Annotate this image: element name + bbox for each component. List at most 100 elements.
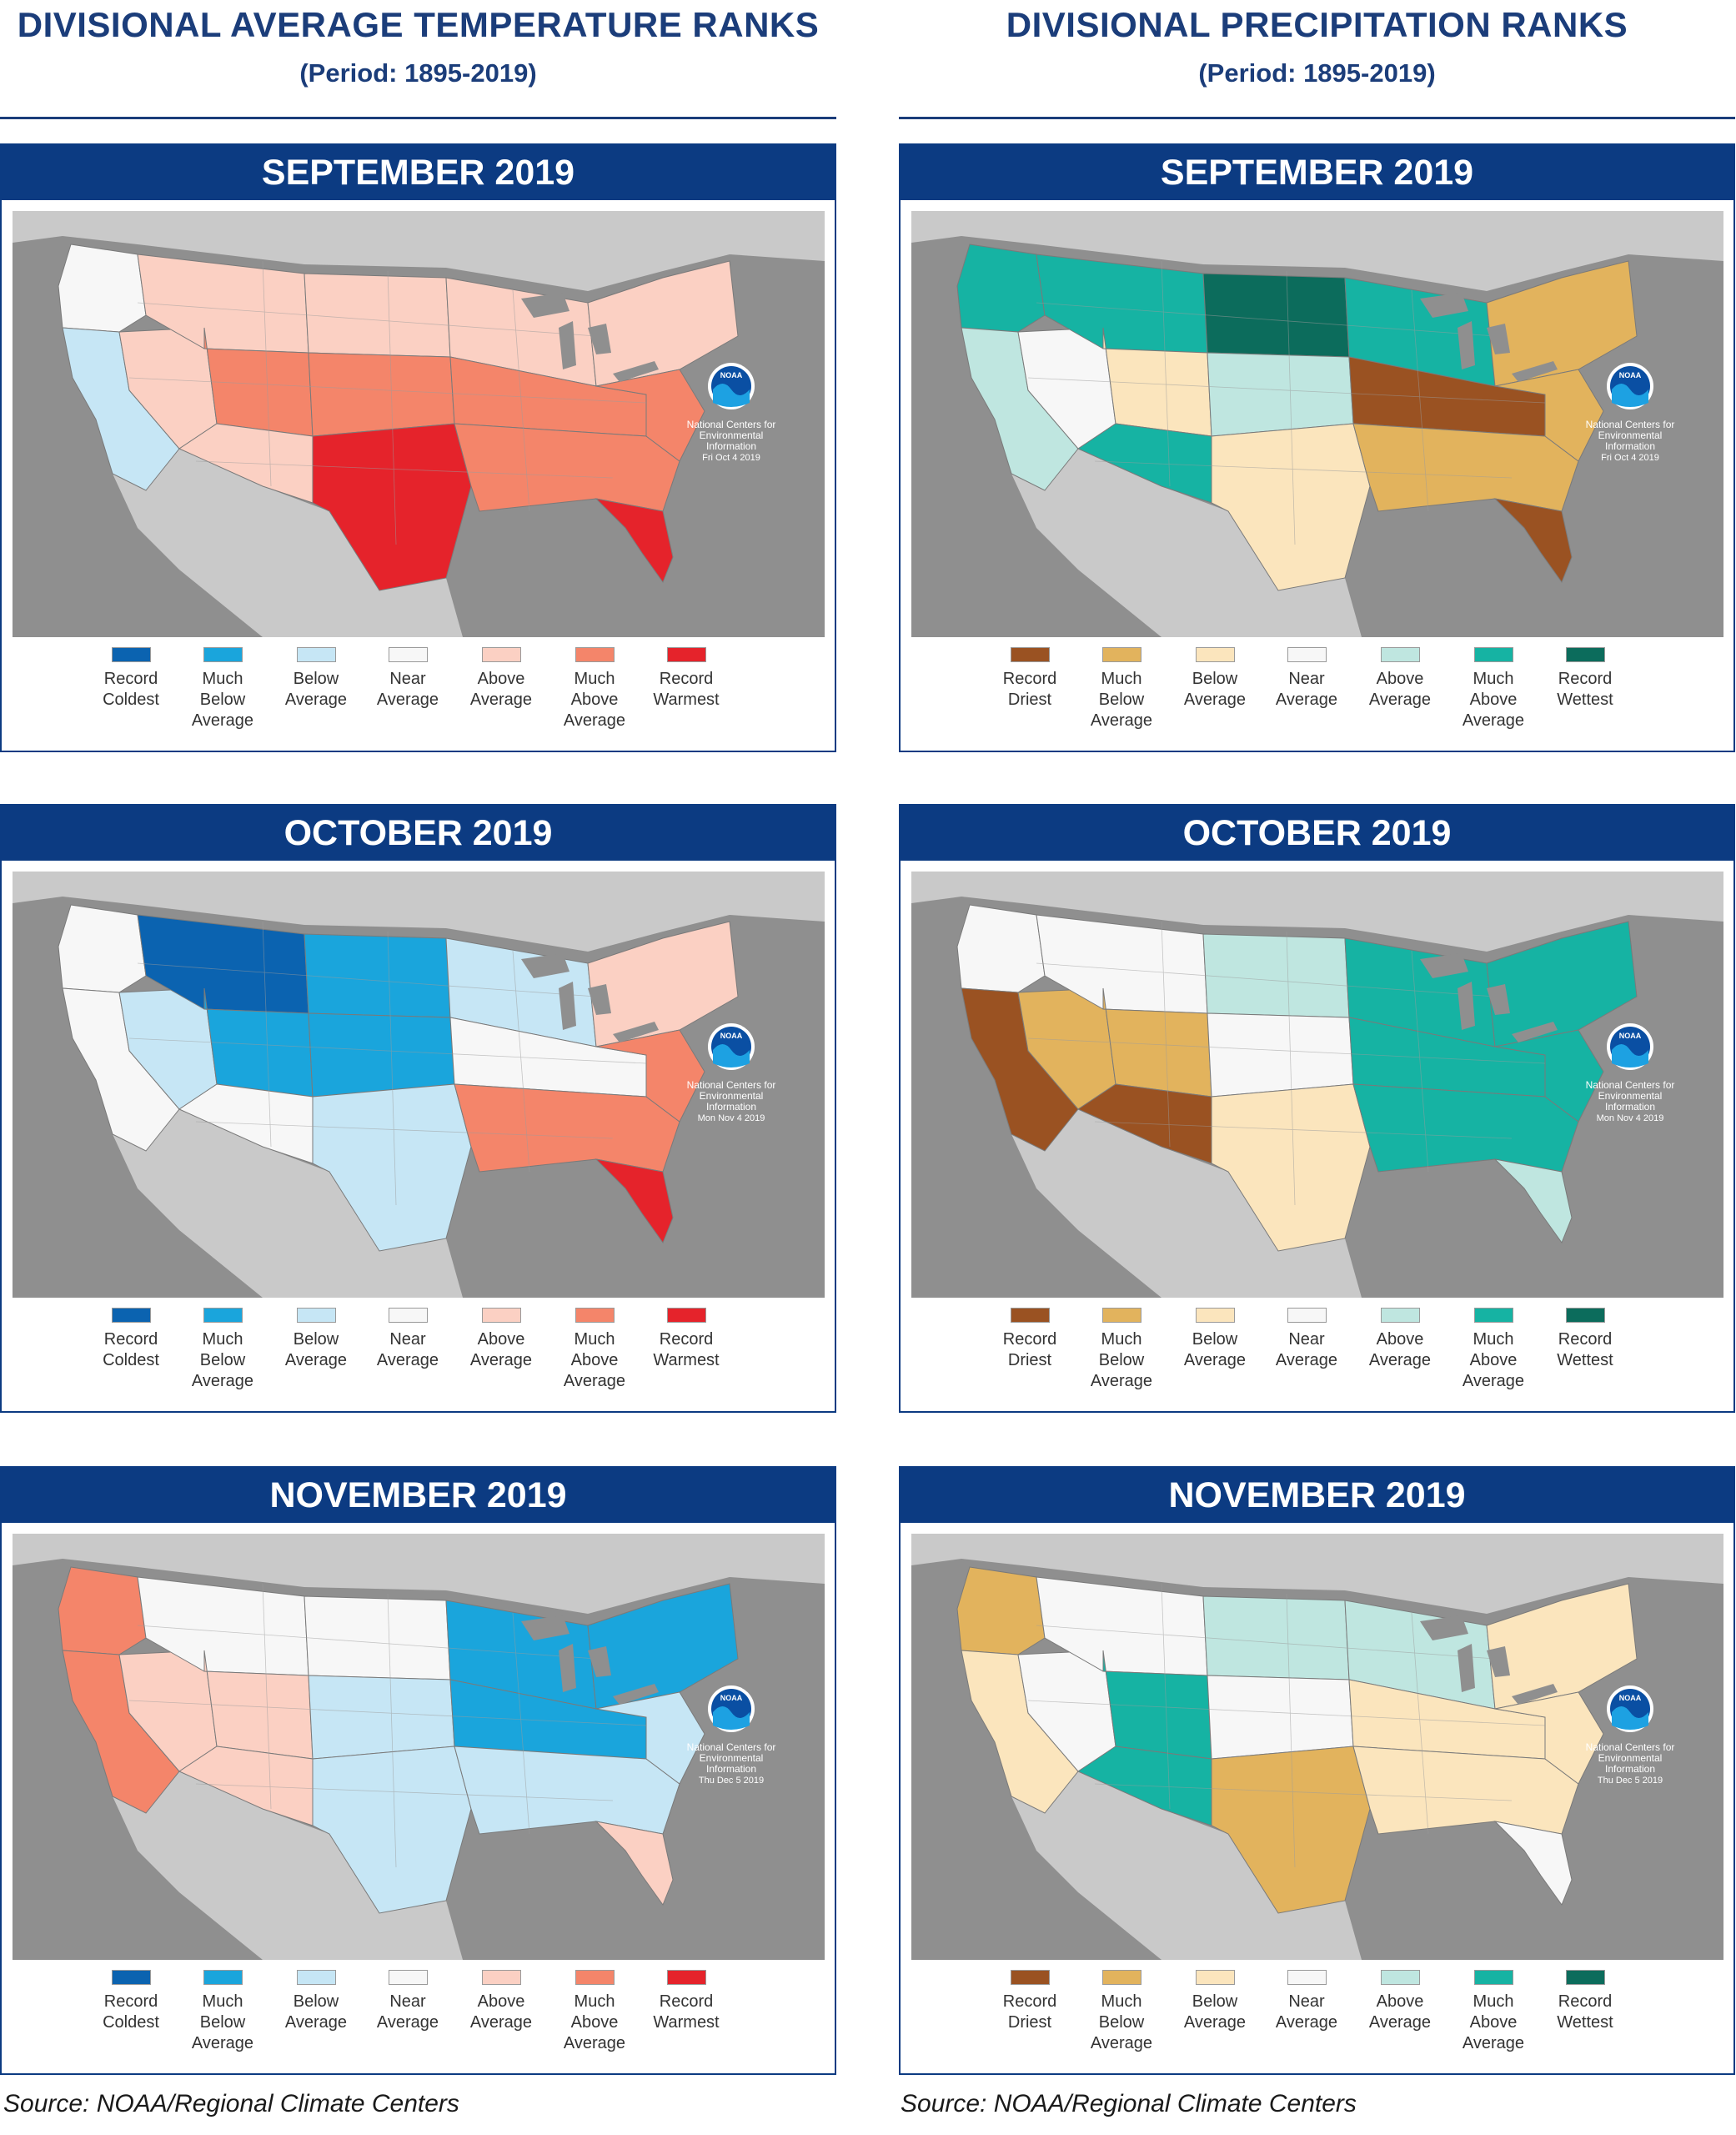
legend-label: Record Driest <box>1002 1330 1057 1369</box>
column-divider <box>899 117 1735 119</box>
us-climate-division-map: NOAA National Centers for Environmental Inf… <box>13 1534 825 1960</box>
legend-item: Record Warmest <box>640 647 732 711</box>
column-divider <box>0 117 836 119</box>
legend-label: Record Wettest <box>1557 670 1613 709</box>
division-boundaries <box>128 921 647 1206</box>
region-southeast <box>1352 423 1579 512</box>
map-issue-date: Fri Oct 4 2019 <box>702 453 760 463</box>
lake-superior <box>521 293 569 318</box>
region-pacific-nw <box>956 904 1046 993</box>
legend-label: Much Above Average <box>1462 1330 1525 1390</box>
legend-label: Record Wettest <box>1557 1330 1613 1369</box>
panel-frame: NOAA National Centers for Environmental Inf… <box>0 200 836 752</box>
us-climate-division-map: NOAA National Centers for Environmental Inf… <box>911 211 1723 637</box>
canada-landmass <box>911 211 1723 291</box>
map-panel: SEPTEMBER 2019 NOAA National Centers for En… <box>899 143 1735 752</box>
lake-erie <box>1512 1684 1558 1705</box>
legend-item: Record Warmest <box>640 1308 732 1371</box>
lake-superior <box>521 953 569 978</box>
region-mid-atlantic <box>595 1691 705 1785</box>
region-florida <box>1493 498 1573 584</box>
us-climate-division-map: NOAA National Centers for Environmental Inf… <box>13 872 825 1298</box>
legend-label: Near Average <box>376 670 439 709</box>
legend-swatch <box>1287 1970 1327 1985</box>
region-florida <box>595 1158 674 1244</box>
legend-swatch <box>481 1308 521 1323</box>
noaa-logo-icon: NOAA <box>708 363 755 409</box>
legend-item: Below Average <box>1169 1308 1261 1371</box>
legend-item: Near Average <box>1261 647 1352 711</box>
legend-item: Much Below Average <box>177 1308 268 1392</box>
map-legend: Record Driest Much Below Average Below Average… <box>984 647 1651 747</box>
lake-erie <box>613 1022 659 1042</box>
legend-swatch <box>1195 647 1235 662</box>
lake-superior <box>1420 293 1468 318</box>
ncei-credit: National Centers for Environmental Informa… <box>1586 1741 1675 1786</box>
legend-swatch <box>481 647 521 662</box>
legend-label: Much Above Average <box>1462 670 1525 730</box>
us-climate-division-map: NOAA National Centers for Environmental Inf… <box>13 211 825 637</box>
lake-huron <box>1487 984 1510 1015</box>
region-southeast <box>454 1746 680 1835</box>
legend-label: Above Average <box>1368 670 1432 709</box>
panel-month-title: NOVEMBER 2019 <box>899 1466 1735 1523</box>
legend-label: Much Below Average <box>1090 1992 1153 2052</box>
legend-swatch <box>1473 1970 1513 1985</box>
lake-superior <box>1420 1615 1468 1640</box>
region-florida <box>1493 1158 1573 1244</box>
legend-label: Record Driest <box>1002 670 1057 709</box>
legend-label: Above Average <box>469 670 533 709</box>
legend-swatch <box>203 1308 243 1323</box>
svg-text:NOAA: NOAA <box>1619 1032 1642 1040</box>
region-pacific-nw <box>58 244 147 333</box>
legend-item: Record Driest <box>984 1308 1076 1371</box>
legend-label: Record Coldest <box>103 1330 159 1369</box>
canada-landmass <box>13 211 825 291</box>
mexico-landmass <box>1011 1109 1362 1298</box>
legend-item: Record Driest <box>984 1970 1076 2033</box>
legend-item: Record Driest <box>984 647 1076 711</box>
region-pacific-nw <box>58 1566 147 1655</box>
lake-michigan <box>1458 321 1475 369</box>
region-mid-atlantic <box>1494 1691 1604 1785</box>
legend-swatch <box>1010 647 1050 662</box>
lake-michigan <box>1458 982 1475 1030</box>
legend-swatch <box>203 647 243 662</box>
legend-item: Much Below Average <box>177 647 268 731</box>
map-issue-date: Thu Dec 5 2019 <box>1598 1776 1663 1786</box>
legend-item: Above Average <box>1354 647 1446 711</box>
legend-label: Record Warmest <box>653 670 720 709</box>
map-issue-date: Mon Nov 4 2019 <box>698 1113 765 1123</box>
lake-huron <box>1487 324 1510 354</box>
precipitation-column-period: (Period: 1895-2019) <box>1198 58 1436 88</box>
us-climate-division-map: NOAA National Centers for Environmental Inf… <box>911 872 1723 1298</box>
map-container: NOAA National Centers for Environmental Inf… <box>13 872 825 1298</box>
legend-swatch <box>1010 1308 1050 1323</box>
lake-michigan <box>559 321 576 369</box>
lake-erie <box>613 1684 659 1705</box>
division-boundaries <box>128 260 647 545</box>
panel-frame: NOAA National Centers for Environmental Inf… <box>899 861 1735 1413</box>
lake-michigan <box>1458 1644 1475 1692</box>
map-legend: Record Coldest Much Below Average Below Averag… <box>85 1970 752 2070</box>
region-mid-atlantic <box>595 369 705 462</box>
legend-label: Below Average <box>1183 1330 1247 1369</box>
legend-item: Below Average <box>1169 647 1261 711</box>
map-container: NOAA National Centers for Environmental Inf… <box>911 211 1723 637</box>
legend-item: Record Coldest <box>85 1970 177 2033</box>
lake-erie <box>1512 361 1558 382</box>
canada-landmass <box>911 872 1723 952</box>
region-c-plains <box>1207 352 1354 437</box>
legend-swatch <box>1565 1308 1605 1323</box>
legend-label: Record Warmest <box>653 1330 720 1369</box>
lake-michigan <box>559 1644 576 1692</box>
lake-huron <box>588 324 611 354</box>
mexico-landmass <box>1011 449 1362 637</box>
legend-item: Much Above Average <box>549 647 640 731</box>
legend-label: Below Average <box>284 670 348 709</box>
map-panel: NOVEMBER 2019 NOAA National Centers for Env… <box>0 1466 836 2075</box>
region-n-plains <box>304 273 451 358</box>
legend-item: Near Average <box>362 647 454 711</box>
legend-swatch <box>574 1970 615 1985</box>
legend-label: Record Warmest <box>653 1992 720 2032</box>
